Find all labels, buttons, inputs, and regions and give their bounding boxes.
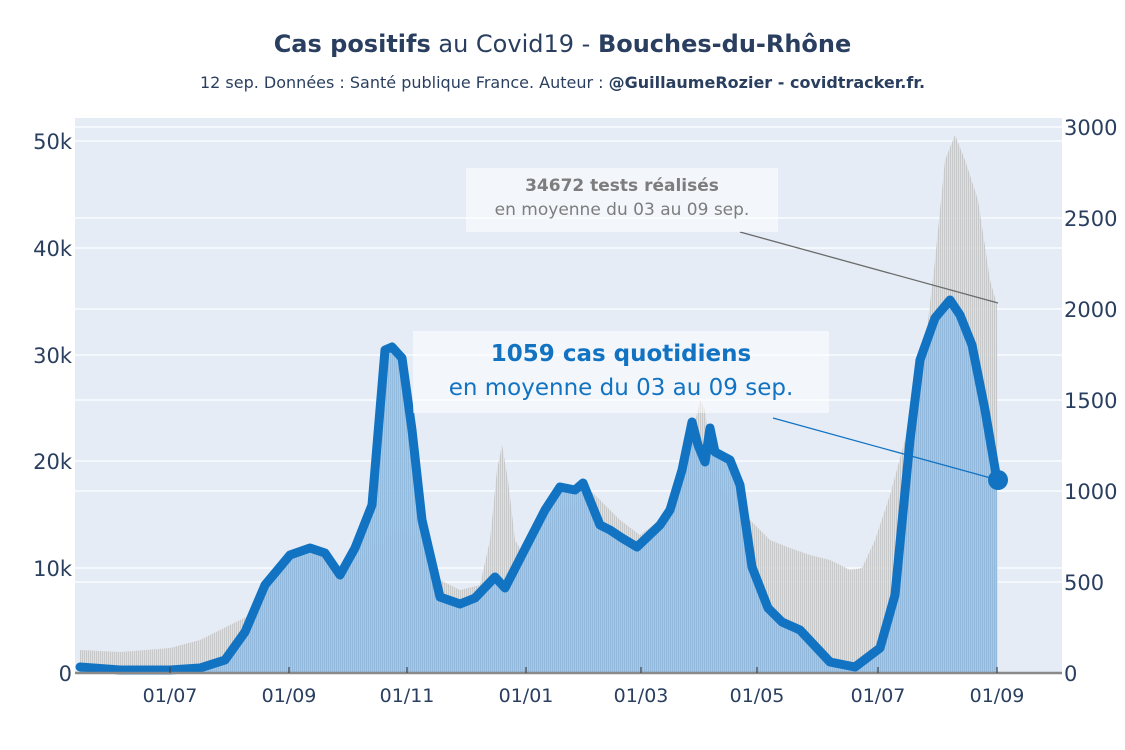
tests-annotation-arrow (739, 231, 999, 304)
right-tick-0: 0 (1064, 662, 1077, 686)
x-tick-label: 01/03 (614, 685, 669, 707)
x-axis-ticks (169, 667, 998, 673)
cases-area (80, 300, 997, 673)
cases-annotation-arrow (772, 417, 999, 481)
right-tick-1000: 1000 (1064, 480, 1117, 504)
x-tick-label: 01/07 (143, 685, 198, 707)
x-tick-label: 01/09 (970, 685, 1025, 707)
cases-annotation-value: 1059 cas quotidiens (490, 341, 752, 367)
cases-annotation: 1059 cas quotidiens en moyenne du 03 au … (413, 331, 829, 413)
title-regular: au Covid19 - (430, 30, 598, 58)
subtitle-author: @GuillaumeRozier - covidtracker.fr. (608, 73, 926, 92)
right-axis: 0 500 1000 1500 2000 2500 3000 (1064, 116, 1117, 686)
right-tick-500: 500 (1064, 571, 1104, 595)
left-tick-50k: 50k (33, 130, 73, 154)
tests-bars (80, 135, 998, 673)
tests-annotation-value: 34672 tests réalisés (525, 176, 719, 196)
left-tick-40k: 40k (33, 237, 73, 261)
right-tick-2500: 2500 (1064, 207, 1117, 231)
x-tick-label: 01/01 (499, 685, 554, 707)
right-tick-2000: 2000 (1064, 298, 1117, 322)
x-tick-label: 01/11 (380, 685, 435, 707)
title-bold-region: Bouches-du-Rhône (597, 30, 852, 58)
cases-line (75, 295, 1002, 675)
left-tick-30k: 30k (33, 344, 73, 368)
left-tick-10k: 10k (33, 557, 73, 581)
x-tick-label: 01/09 (262, 685, 317, 707)
right-tick-1500: 1500 (1064, 389, 1117, 413)
title-bold-cases: Cas positifs (273, 30, 431, 58)
x-tick-label: 01/05 (730, 685, 785, 707)
left-tick-0: 0 (59, 662, 72, 686)
chart-subtitle: 12 sep. Données : Santé publique France.… (0, 73, 1125, 92)
left-tick-20k: 20k (33, 450, 73, 474)
right-tick-3000: 3000 (1064, 116, 1117, 140)
left-axis: 0 10k 20k 30k 40k 50k (33, 130, 73, 686)
tests-annotation: 34672 tests réalisés en moyenne du 03 au… (466, 168, 778, 232)
subtitle-source: 12 sep. Données : Santé publique France.… (199, 73, 609, 92)
cases-annotation-period: en moyenne du 03 au 09 sep. (448, 375, 794, 401)
x-axis-labels: 01/07 01/09 01/11 01/01 01/03 01/05 01/0… (143, 685, 1025, 707)
chart-title: Cas positifs au Covid19 - Bouches-du-Rhô… (0, 30, 1125, 58)
tests-annotation-period: en moyenne du 03 au 09 sep. (494, 200, 750, 220)
x-tick-label: 01/07 (851, 685, 906, 707)
